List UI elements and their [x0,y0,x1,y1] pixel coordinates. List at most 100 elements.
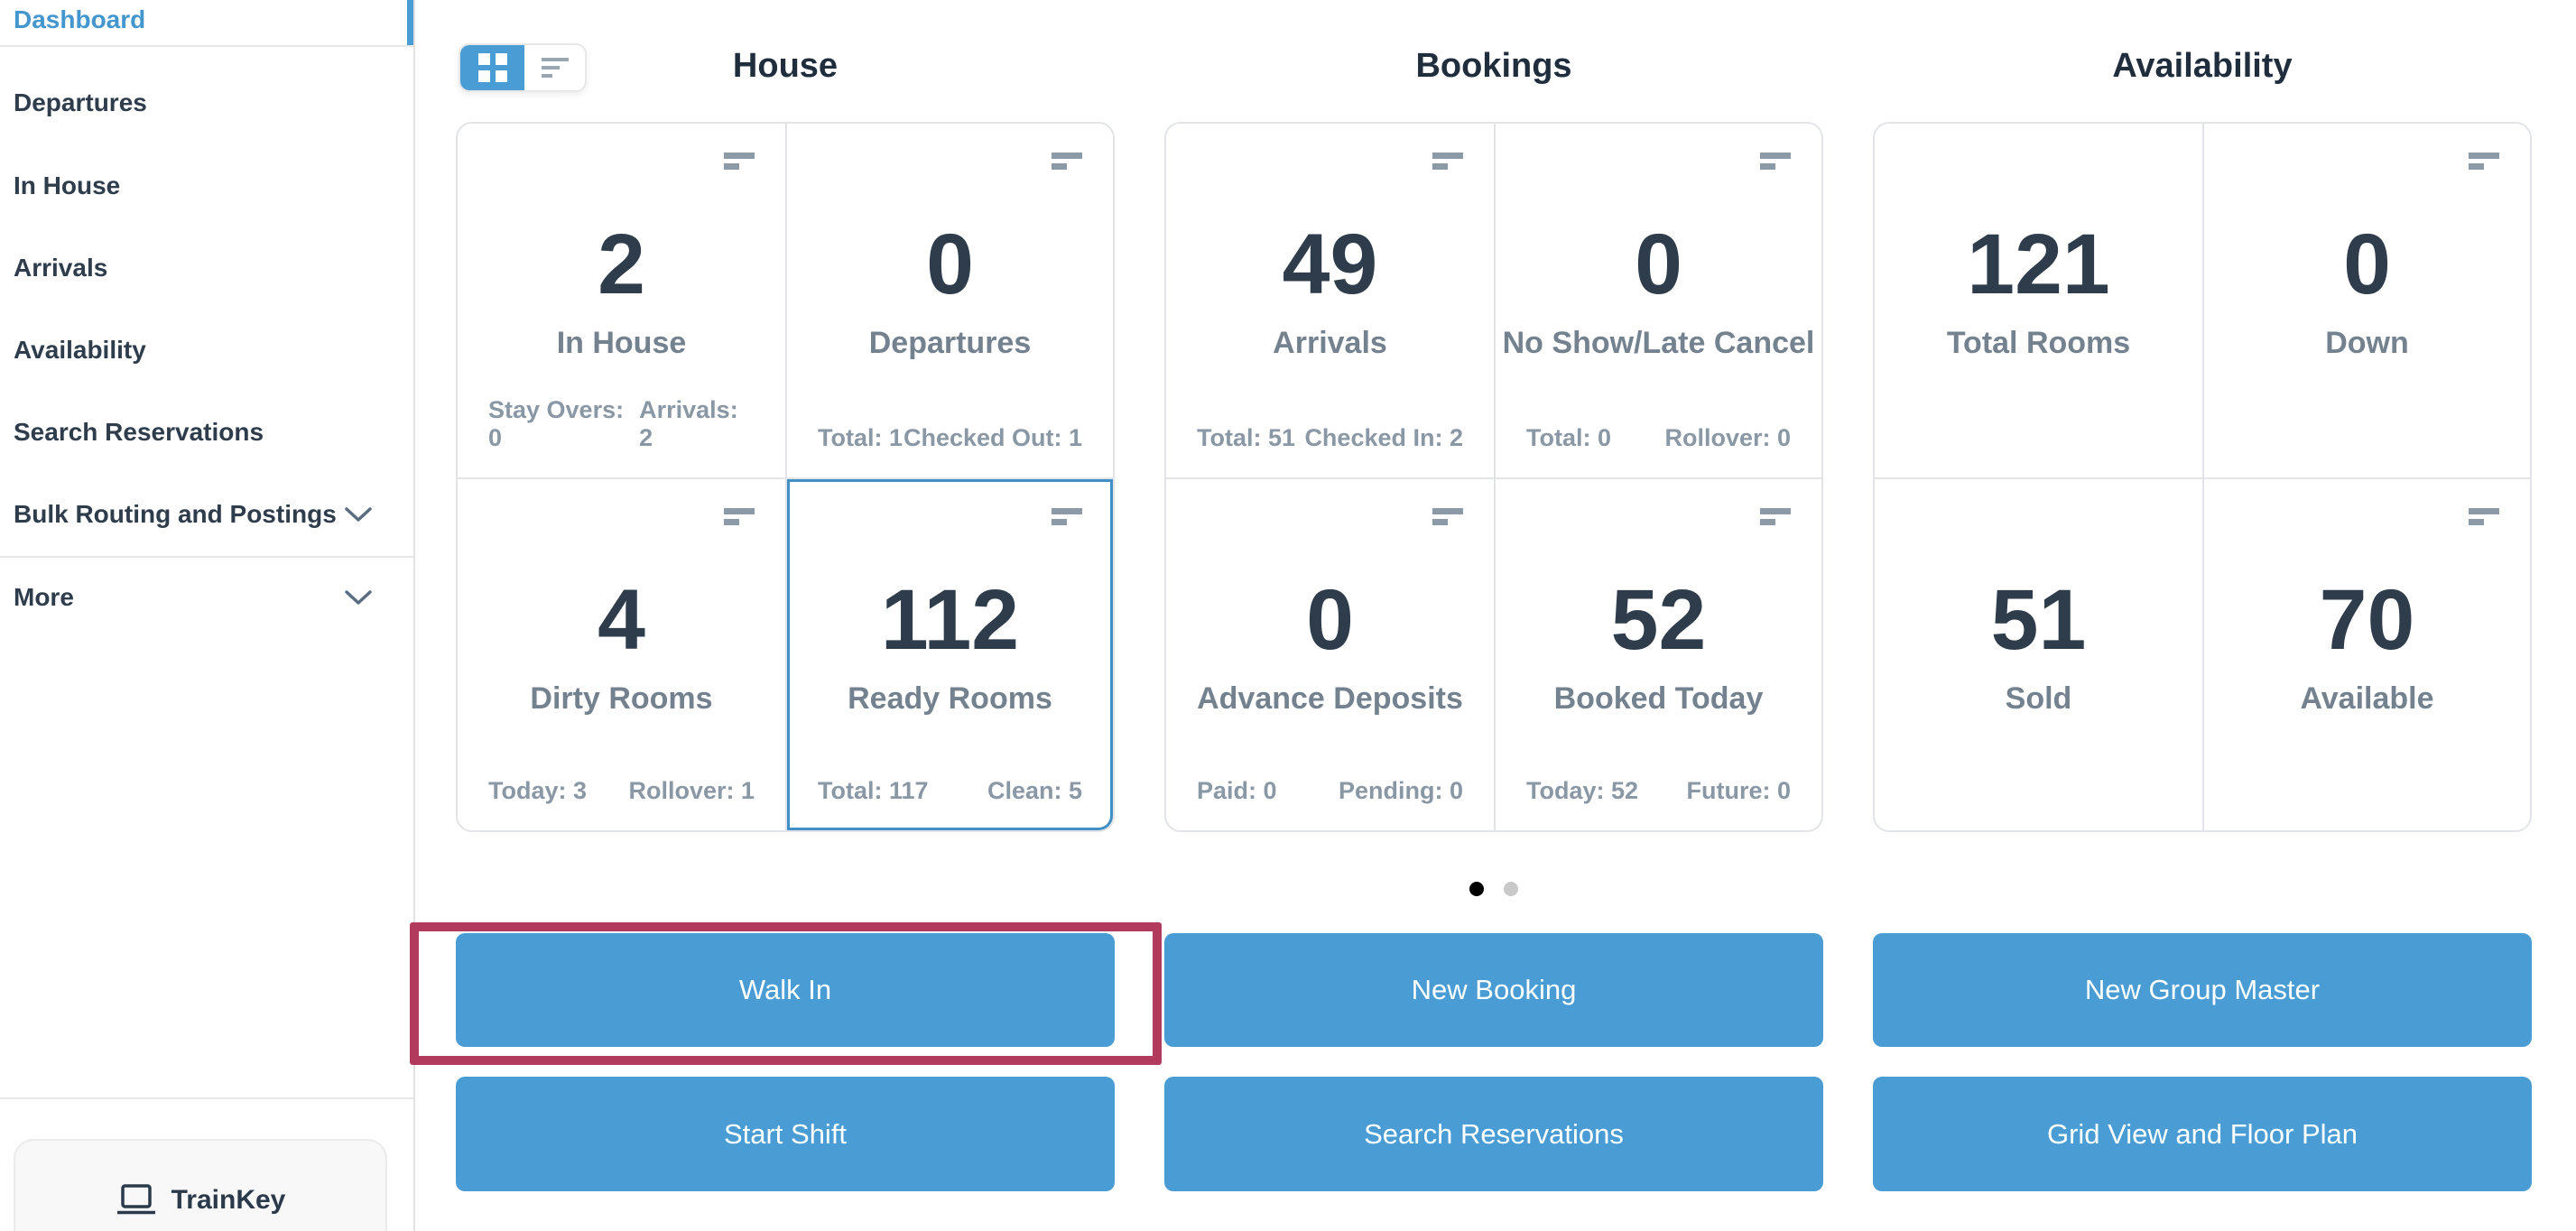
card-label: Advance Deposits [1197,680,1463,716]
card-in-house[interactable]: 2 In House Stay Overs: 0 Arrivals: 2 [458,124,785,477]
carousel-pagination [1164,882,1823,896]
card-stat-left: Paid: 0 [1197,777,1277,804]
card-value: 0 [1306,571,1354,668]
grid-view-floor-plan-button[interactable]: Grid View and Floor Plan [1873,1077,2532,1191]
menu-bars-icon[interactable] [1760,507,1791,525]
sidebar-item-label: Bulk Routing and Postings [14,500,337,528]
menu-bars-icon[interactable] [724,507,755,525]
trainkey-button[interactable]: TrainKey [14,1139,387,1231]
card-value: 4 [598,571,645,668]
card-stat-right: Rollover: 0 [1664,423,1791,451]
card-booked-today[interactable]: 52 Booked Today Today: 52 Future: 0 [1494,477,1821,830]
menu-bars-icon[interactable] [1052,507,1082,525]
card-stat-right: Clean: 5 [987,777,1082,804]
new-booking-button[interactable]: New Booking [1164,933,1823,1047]
sidebar-item-in-house[interactable]: In House [14,171,121,199]
card-departures[interactable]: 0 Departures Total: 1 Checked Out: 1 [785,124,1113,477]
grid-view-icon [477,53,507,82]
card-label: Arrivals [1273,326,1387,360]
sidebar-item-label: More [14,583,74,611]
search-reservations-button[interactable]: Search Reservations [1164,1077,1823,1191]
sidebar-item-bulk-routing[interactable]: Bulk Routing and Postings [0,473,413,556]
start-shift-button[interactable]: Start Shift [456,1077,1115,1191]
bookings-panel: 49 Arrivals Total: 51 Checked In: 2 0 No… [1164,122,1823,832]
menu-bars-icon[interactable] [2469,153,2499,170]
card-value: 112 [880,571,1020,668]
card-value: 0 [926,217,974,312]
house-panel: 2 In House Stay Overs: 0 Arrivals: 2 0 D… [456,122,1115,832]
card-arrivals[interactable]: 49 Arrivals Total: 51 Checked In: 2 [1166,124,1494,477]
walk-in-button[interactable]: Walk In [456,933,1115,1047]
menu-bars-icon[interactable] [1760,153,1791,170]
list-view-icon [541,53,569,82]
card-dirty-rooms[interactable]: 4 Dirty Rooms Today: 3 Rollover: 1 [458,477,785,831]
card-stat-left: Total: 1 [818,423,903,451]
pagination-dot[interactable] [1504,882,1518,896]
card-label: Ready Rooms [848,680,1052,716]
card-label: In House [556,326,687,360]
grid-view-button[interactable] [460,45,524,90]
sidebar-item-availability[interactable]: Availability [14,336,146,364]
card-label: Departures [868,326,1032,360]
sidebar: Dashboard Departures In House Arrivals A… [0,0,415,1231]
card-stat-left: Today: 3 [488,777,588,804]
card-value: 52 [1610,571,1707,668]
menu-bars-icon[interactable] [1052,153,1082,170]
card-stat-right: Pending: 0 [1338,777,1463,804]
card-stat-right: Future: 0 [1686,777,1791,804]
section-title-availability: Availability [2112,47,2293,85]
card-no-show-late-cancel[interactable]: 0 No Show/Late Cancel Total: 0 Rollover:… [1494,124,1821,477]
card-available[interactable]: 70 Available [2202,477,2530,830]
trainkey-label: TrainKey [171,1185,286,1215]
new-group-master-button[interactable]: New Group Master [1873,933,2532,1047]
card-value: 2 [598,217,645,312]
menu-bars-icon[interactable] [1432,153,1463,170]
sidebar-right-border [413,0,415,1231]
card-ready-rooms[interactable]: 112 Ready Rooms Total: 117 Clean: 5 [785,477,1113,830]
card-stat-right: Rollover: 1 [628,777,755,804]
sidebar-item-more[interactable]: More [0,556,413,639]
card-total-rooms[interactable]: 121 Total Rooms [1875,124,2202,477]
availability-panel: 121 Total Rooms 0 Down 51 Sold 70 Availa… [1873,122,2532,832]
sidebar-item-arrivals[interactable]: Arrivals [14,254,108,282]
card-value: 70 [2319,571,2415,668]
card-value: 0 [1635,217,1682,312]
sidebar-divider [0,1097,415,1099]
pagination-dot[interactable] [1469,882,1484,896]
menu-bars-icon[interactable] [724,153,755,170]
laptop-icon [116,1182,157,1218]
card-down[interactable]: 0 Down [2202,124,2530,477]
menu-bars-icon[interactable] [1432,507,1463,525]
sidebar-divider [0,556,415,558]
active-item-indicator [407,0,414,45]
card-label: Available [2300,680,2434,716]
section-title-bookings: Bookings [1415,47,1572,85]
sidebar-item-search-reservations[interactable]: Search Reservations [14,418,264,446]
card-label: No Show/Late Cancel [1502,326,1815,360]
section-title-house: House [732,47,839,85]
card-label: Dirty Rooms [530,680,713,716]
card-stat-left: Total: 0 [1526,423,1611,451]
list-view-button[interactable] [524,45,585,90]
card-stat-left: Today: 52 [1526,777,1639,804]
card-label: Total Rooms [1946,326,2131,360]
card-advance-deposits[interactable]: 0 Advance Deposits Paid: 0 Pending: 0 [1166,477,1494,831]
card-stat-right: Checked In: 2 [1304,423,1463,451]
chevron-down-icon [345,590,372,606]
card-value: 0 [2343,217,2391,312]
card-stat-left: Total: 117 [818,777,929,804]
card-stat-right: Arrivals: 2 [639,395,738,451]
menu-bars-icon[interactable] [2469,507,2499,525]
card-stat-left: Stay Overs: 0 [488,395,625,451]
card-sold[interactable]: 51 Sold [1875,477,2202,831]
sidebar-item-dashboard[interactable]: Dashboard [14,5,146,33]
card-label: Sold [2005,680,2072,716]
view-toggle [459,43,587,92]
sidebar-item-departures[interactable]: Departures [14,88,147,116]
card-stat-right: Checked Out: 1 [903,423,1082,451]
chevron-down-icon [345,507,372,523]
sidebar-divider [0,45,415,47]
card-label: Booked Today [1553,680,1764,716]
card-value: 51 [1990,571,2087,668]
